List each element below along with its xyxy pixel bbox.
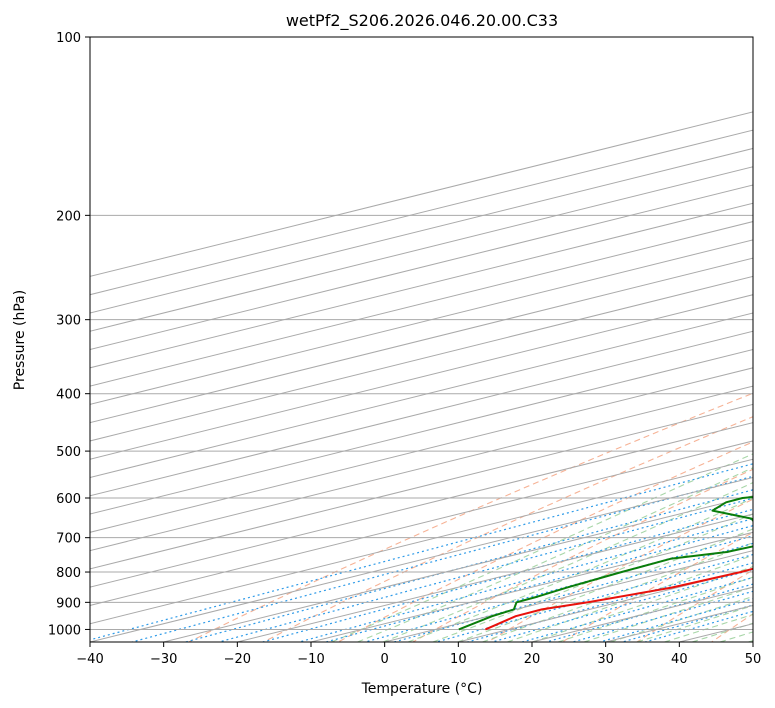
dry-adiabat-line: [562, 531, 753, 642]
x-tick-label: 50: [745, 652, 762, 667]
y-tick-label: 300: [56, 314, 81, 329]
isotherm--90: [90, 385, 753, 552]
x-tick-label: 10: [450, 652, 467, 667]
y-tick-label: 600: [56, 492, 81, 507]
moist-adiabat-line: [637, 605, 753, 642]
x-tick-label: −40: [76, 652, 103, 667]
moist-adiabat-line: [407, 497, 753, 642]
isotherm--120: [90, 330, 753, 497]
x-tick-label: 20: [524, 652, 541, 667]
isotherm--80: [90, 403, 753, 570]
isotherm--150: [90, 275, 753, 442]
x-tick-label: 30: [597, 652, 614, 667]
y-tick-label: 200: [56, 209, 81, 224]
isotherm--180: [90, 221, 753, 387]
y-tick-label: 1000: [48, 623, 81, 638]
isotherm--190: [90, 202, 753, 369]
isotherm--50: [90, 458, 753, 625]
mixing-ratio-line: [492, 568, 753, 642]
isotherm-50: [752, 641, 753, 642]
isotherm--130: [90, 312, 753, 478]
y-tick-label: 900: [56, 596, 81, 611]
x-tick-label: −10: [297, 652, 324, 667]
isotherm--60: [90, 440, 753, 606]
isotherm--210: [90, 166, 753, 332]
dry-adiabat-line: [263, 416, 753, 642]
mixing-ratio-line: [436, 553, 753, 642]
y-tick-label: 700: [56, 532, 81, 547]
dry-adiabat-label: -10: [757, 423, 775, 447]
y-axis-label: Pressure (hPa): [12, 290, 28, 390]
mixing-ratio-line: [299, 518, 753, 642]
y-tick-label: 800: [56, 566, 81, 581]
isotherm--40: [90, 476, 753, 642]
y-tick-label: 100: [56, 31, 81, 46]
mixing-ratio-line: [185, 489, 753, 642]
moist-adiabat-line: [457, 528, 753, 642]
plot-frame: [89, 36, 754, 643]
moist-adiabat-line: [532, 566, 753, 642]
isotherm--110: [90, 349, 753, 515]
mixing-ratio-line: [645, 610, 753, 642]
isotherm--140: [90, 294, 753, 460]
y-tick-label: 500: [56, 445, 81, 460]
isotherm--200: [90, 184, 753, 351]
chart-title: wetPf2_S206.2026.046.20.00.C33: [286, 11, 558, 31]
plot-background: [90, 392, 753, 642]
isotherm--160: [90, 257, 753, 424]
moist-adiabat-line: [331, 453, 753, 642]
dewpoint-line: [458, 496, 753, 631]
x-axis: −40 −30 −20 −10 0 10 20 30 40 50: [76, 642, 761, 667]
isotherm--230: [90, 129, 753, 296]
isotherm--10: [310, 531, 753, 642]
mixing-ratio-line: [572, 590, 753, 642]
isotherm--100: [90, 367, 753, 533]
mixing-ratio-line: [262, 508, 753, 642]
mixing-ratio-line: [365, 535, 753, 642]
x-tick-label: 40: [671, 652, 688, 667]
dry-adiabat-line: [636, 569, 753, 642]
x-tick-label: −30: [150, 652, 177, 667]
dry-adiabat-line: [188, 392, 753, 642]
isotherm-0: [384, 550, 753, 642]
isotherm--240: [90, 111, 753, 277]
moist-adiabat-line: [357, 467, 753, 642]
moist-adiabat-line: [583, 586, 753, 642]
isotherm-20: [531, 586, 753, 642]
isotherm--70: [90, 422, 753, 588]
moist-adiabat-line: [382, 481, 753, 642]
data-series: [458, 496, 753, 631]
mixing-ratio-line: [325, 525, 753, 642]
line-labels: -100-90-80-70-60-50-40-30-20-100.10.20.4…: [757, 58, 775, 604]
isotherm--20: [237, 513, 753, 642]
y-tick-label: 400: [56, 388, 81, 403]
x-tick-label: 0: [381, 652, 389, 667]
isotherm--170: [90, 239, 753, 405]
moist-adiabat-line: [557, 576, 753, 642]
temperature-line: [485, 567, 753, 631]
isotherm--220: [90, 147, 753, 314]
isotherm--30: [163, 495, 753, 642]
x-axis-label: Temperature (°C): [361, 681, 483, 697]
grid: [90, 37, 753, 642]
y-axis: 1000 900 800 700 600 500 400 300 200 100: [48, 31, 90, 638]
x-tick-label: −20: [224, 652, 251, 667]
